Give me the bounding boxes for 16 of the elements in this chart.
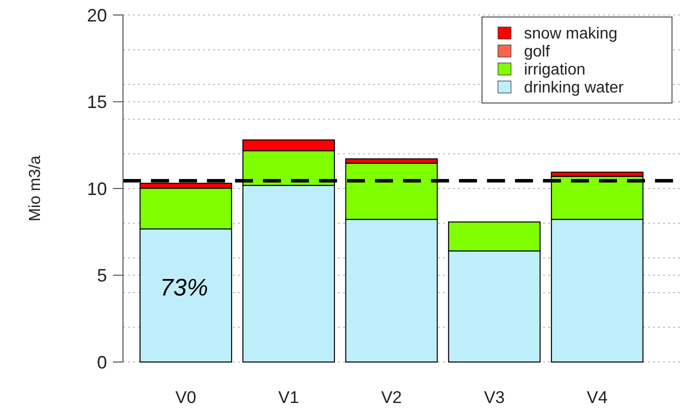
legend-label: golf [524, 44, 550, 61]
y-tick-label: 10 [86, 178, 107, 199]
y-tick-label: 15 [86, 92, 107, 112]
legend-label: drinking water [524, 80, 624, 97]
x-tick-label: V4 [586, 388, 608, 407]
x-tick-label: V0 [175, 388, 196, 407]
x-tick-label: V3 [484, 388, 505, 407]
x-tick-label: V2 [381, 388, 402, 407]
legend-label: irrigation [524, 62, 586, 79]
y-tick-label: 5 [96, 266, 107, 286]
annotation: 73% [160, 274, 208, 302]
x-tick-label: V1 [278, 388, 300, 407]
y-axis-title: Mio m3/a [27, 156, 44, 222]
y-tick-label: 0 [96, 352, 107, 372]
y-tick-label: 20 [86, 5, 107, 26]
legend-label: snow making [524, 26, 618, 43]
